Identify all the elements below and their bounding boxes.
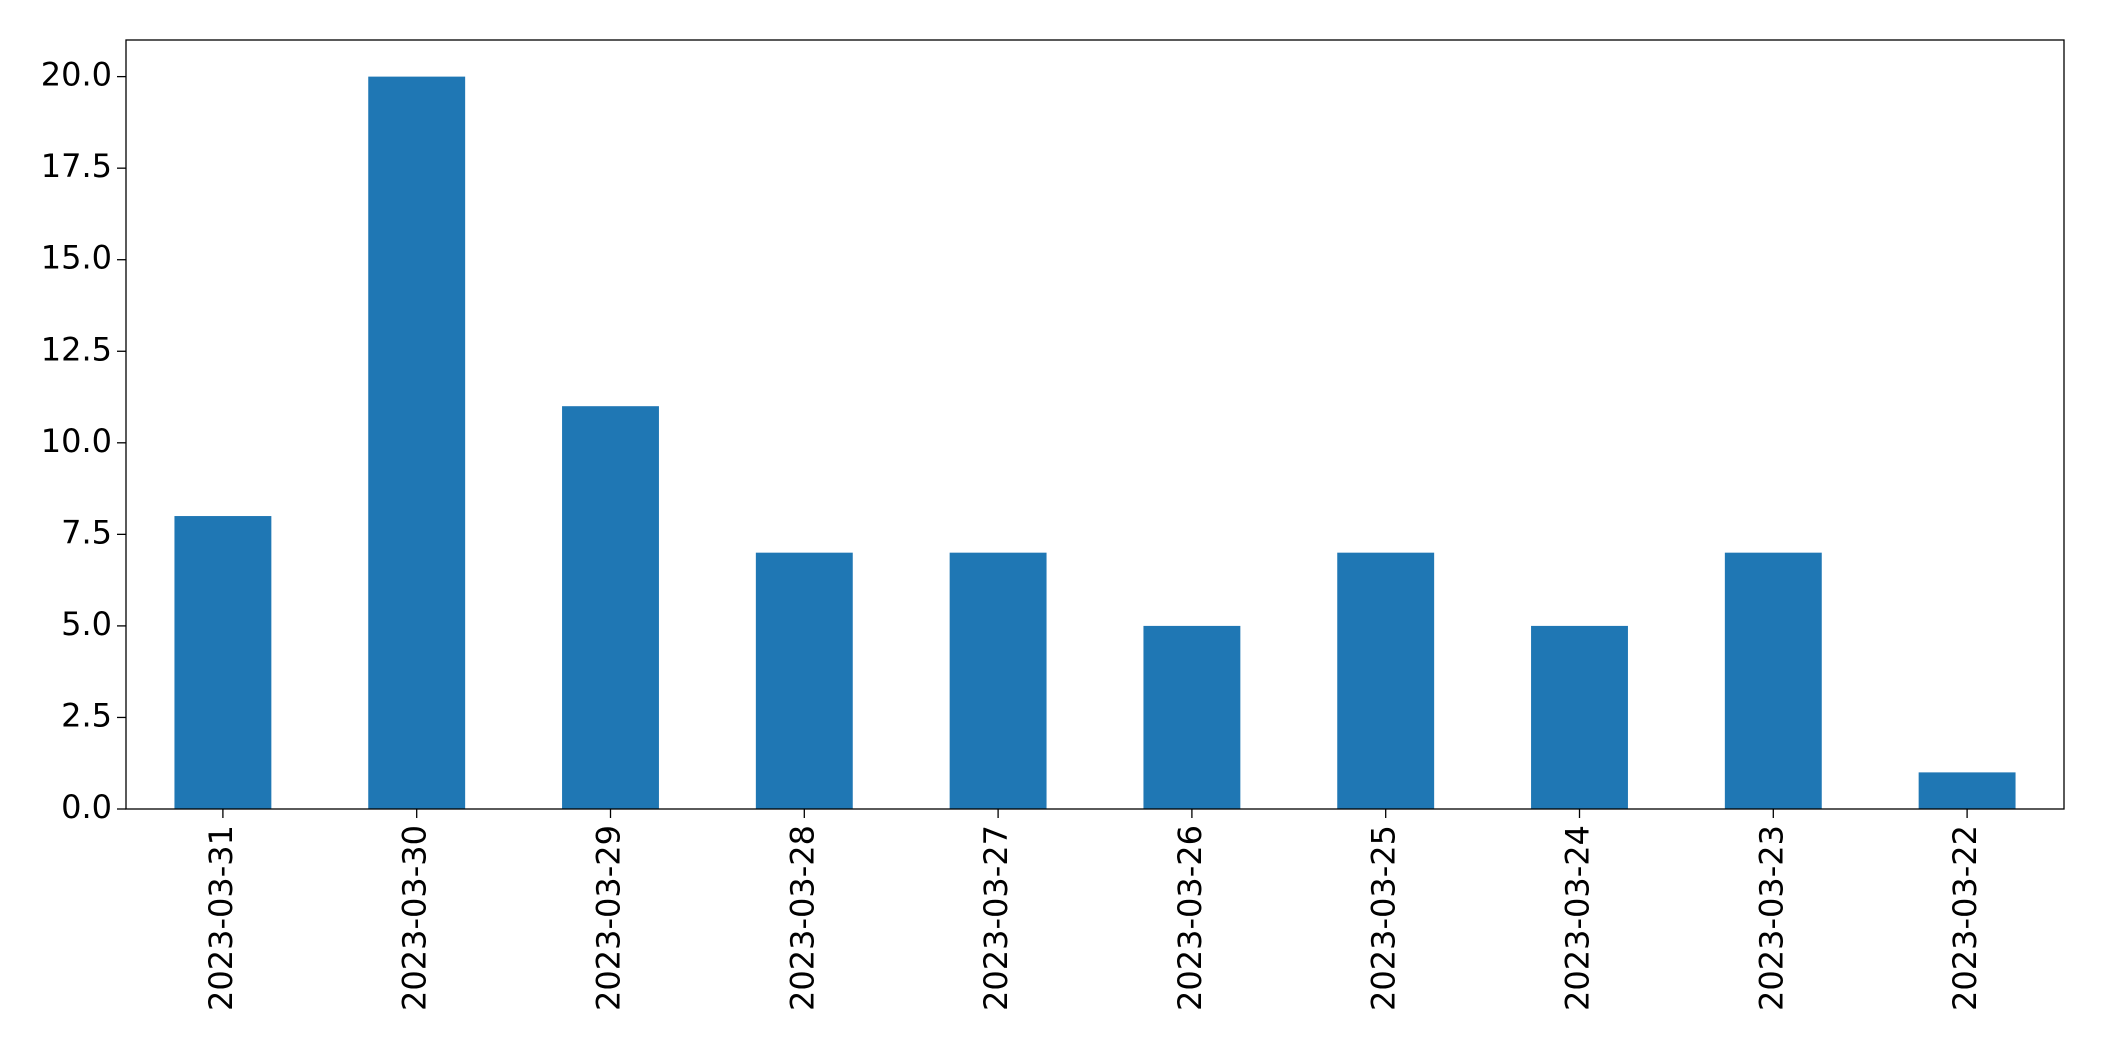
y-tick-label: 7.5 <box>61 513 112 551</box>
y-tick-label: 15.0 <box>41 239 112 277</box>
bar <box>1143 625 1241 809</box>
bar <box>949 552 1047 809</box>
bar <box>174 516 272 809</box>
bar <box>1724 552 1822 809</box>
bar <box>562 406 659 809</box>
x-tick-label: 2023-03-31 <box>202 825 240 1011</box>
x-tick-label: 2023-03-25 <box>1365 825 1403 1011</box>
bar <box>1918 772 2016 809</box>
x-tick-label: 2023-03-22 <box>1946 825 1984 1011</box>
bar <box>1531 625 1628 809</box>
bar <box>368 76 466 810</box>
plot-frame <box>125 39 2065 810</box>
x-tick-label: 2023-03-26 <box>1171 825 1209 1011</box>
y-tick-label: 10.0 <box>41 422 112 460</box>
y-tick-label: 20.0 <box>41 56 112 94</box>
x-tick-label: 2023-03-29 <box>590 825 628 1011</box>
x-tick-label: 2023-03-28 <box>783 825 821 1011</box>
x-tick-label: 2023-03-24 <box>1559 825 1597 1011</box>
x-tick-label: 2023-03-23 <box>1752 825 1790 1011</box>
y-tick-label: 5.0 <box>61 605 112 643</box>
bar <box>1337 552 1435 809</box>
y-tick-label: 0.0 <box>61 788 112 826</box>
y-tick-label: 12.5 <box>41 330 112 368</box>
y-tick-label: 17.5 <box>41 147 112 185</box>
y-tick-label: 2.5 <box>61 696 112 734</box>
x-tick-label: 2023-03-27 <box>977 825 1015 1011</box>
x-tick-label: 2023-03-30 <box>396 825 434 1011</box>
bar <box>755 552 853 809</box>
